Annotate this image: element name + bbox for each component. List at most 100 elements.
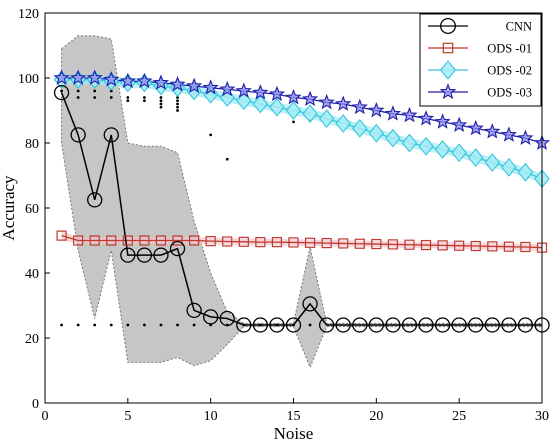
marker-series-1-11 — [238, 236, 249, 247]
marker-series-3-15 — [301, 90, 319, 107]
y-tick-label-1: 20 — [25, 332, 39, 347]
axis-ticks: 0 5 10 15 20 25 30 0 20 40 60 80 100 120 — [18, 7, 549, 424]
marker-series-1-20 — [387, 239, 398, 250]
scatter-point-26 — [143, 99, 146, 103]
marker-series-3-6 — [152, 74, 170, 90]
legend: CNN ODS -01 ODS -02 ODS -03 — [419, 13, 542, 107]
scatter-point-5 — [143, 323, 146, 327]
marker-series-0-6 — [153, 247, 169, 263]
marker-series-1-12 — [255, 237, 266, 248]
marker-series-3-3 — [103, 71, 120, 87]
marker-series-3-5 — [136, 72, 153, 89]
marker-series-3-24 — [451, 116, 468, 133]
legend-marker-3 — [439, 83, 457, 100]
legend-marker-1 — [442, 42, 454, 54]
marker-series-3-19 — [368, 101, 385, 118]
scatter-point-0 — [60, 323, 63, 327]
y-tick-label-4: 80 — [25, 137, 39, 152]
scatter-point-20 — [93, 96, 97, 99]
scatter-point-13 — [275, 323, 279, 327]
scatter-point-16 — [60, 89, 63, 93]
marker-series-3-11 — [235, 82, 252, 98]
marker-series-2-24 — [451, 143, 467, 163]
marker-series-2-23 — [434, 140, 451, 159]
marker-series-1-4 — [122, 235, 133, 246]
marker-series-2-18 — [352, 119, 368, 138]
scatter-point-30 — [159, 105, 163, 109]
marker-series-3-14 — [285, 88, 302, 105]
marker-series-2-12 — [252, 94, 269, 114]
marker-series-1-3 — [106, 235, 117, 246]
band-series-0 — [61, 35, 543, 369]
x-tick-label-3: 15 — [287, 409, 301, 424]
y-tick-label-5: 100 — [18, 72, 39, 87]
marker-series-1-27 — [503, 241, 514, 252]
line-series-0 — [60, 92, 542, 326]
marker-series-3-8 — [185, 77, 203, 94]
marker-series-2-22 — [418, 136, 434, 156]
scatter-point-21 — [109, 89, 113, 93]
marker-series-1-0 — [56, 230, 67, 241]
marker-series-1-15 — [304, 237, 316, 248]
legend-marker-2 — [439, 60, 457, 80]
marker-series-3-2 — [86, 69, 103, 85]
x-tick-label-4: 20 — [369, 409, 383, 424]
scatter-point-19 — [93, 89, 97, 93]
scatter-point-38 — [225, 157, 229, 161]
marker-series-0-7 — [169, 240, 186, 257]
marker-series-0-0 — [53, 84, 70, 101]
scatter-point-8 — [192, 323, 196, 327]
marker-series-3-23 — [434, 113, 451, 129]
marker-series-3-7 — [169, 75, 186, 92]
marker-series-2-27 — [501, 158, 517, 177]
marker-series-1-2 — [89, 235, 100, 246]
marker-series-3-17 — [335, 95, 352, 111]
scatter-point-1 — [76, 323, 80, 327]
legend-label-3: ODS -03 — [487, 86, 532, 100]
marker-series-1-19 — [371, 238, 382, 250]
marker-series-2-28 — [517, 162, 534, 182]
marker-series-0-14 — [285, 317, 302, 333]
marker-series-2-14 — [285, 101, 302, 120]
marker-series-3-26 — [484, 123, 501, 139]
y-tick-label-6: 120 — [18, 7, 39, 22]
marker-series-0-27 — [501, 317, 517, 333]
marker-series-2-20 — [385, 128, 401, 148]
marker-series-0-28 — [517, 317, 534, 333]
marker-series-3-21 — [401, 106, 418, 123]
scatter-point-33 — [176, 102, 179, 106]
marker-series-1-22 — [420, 239, 432, 251]
x-tick-label-5: 25 — [452, 409, 466, 424]
scatter-point-25 — [126, 99, 130, 103]
scatter-point-39 — [292, 120, 295, 124]
marker-series-3-10 — [219, 80, 236, 97]
marker-series-2-11 — [236, 91, 252, 111]
marker-series-0-24 — [451, 317, 467, 333]
marker-series-1-18 — [354, 238, 365, 249]
legend-label-0: CNN — [506, 20, 532, 34]
marker-series-0-15 — [302, 296, 318, 312]
scatter-point-34 — [176, 105, 179, 109]
marker-series-3-18 — [351, 98, 368, 115]
marker-series-1-14 — [288, 237, 299, 248]
legend-label-2: ODS -02 — [487, 64, 532, 78]
marker-series-3-28 — [517, 129, 534, 146]
x-tick-label-1: 5 — [124, 409, 131, 424]
marker-series-0-13 — [269, 317, 285, 333]
marker-series-0-3 — [103, 127, 119, 143]
marker-series-0-25 — [468, 317, 484, 333]
marker-series-1-10 — [222, 236, 233, 247]
marker-series-1-8 — [189, 235, 200, 246]
marker-series-1-1 — [73, 235, 84, 246]
marker-series-2-19 — [368, 123, 385, 143]
scatter-point-32 — [176, 99, 179, 103]
marker-series-0-18 — [352, 317, 368, 333]
scatter-point-4 — [126, 323, 130, 327]
marker-series-1-24 — [454, 240, 465, 251]
scatter-point-12 — [258, 323, 262, 327]
scatter-point-23 — [126, 96, 130, 99]
scatter-point-29 — [159, 102, 163, 106]
marker-series-1-26 — [487, 241, 498, 252]
scatter-point-27 — [159, 96, 163, 99]
